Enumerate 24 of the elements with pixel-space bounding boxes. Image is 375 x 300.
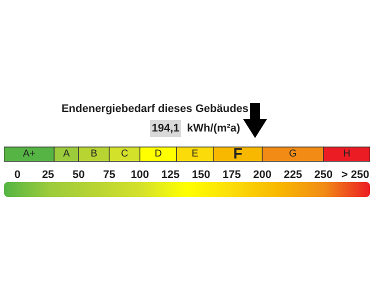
annotation: kWh/(m²a) [187,122,241,134]
annotation: 194,1 [152,122,180,134]
x-tick-label: 175 [222,168,241,181]
x-tick-label: 25 [42,168,54,181]
series-label: G [288,148,297,160]
x-tick-label: 225 [284,168,302,181]
x-tick-label: 250 [314,168,333,181]
series-label: C [120,148,128,160]
x-tick-label: 0 [14,168,21,181]
series-label: A [63,148,70,160]
x-tick-label: 125 [161,168,180,181]
series-label: D [154,148,162,160]
x-tick-label: 100 [130,168,150,181]
x-tick-label: 50 [72,168,85,181]
x-tick-label: 150 [192,168,210,181]
series-label: F [233,146,242,163]
series-label: H [343,148,350,160]
series-label: E [192,148,199,160]
x-tick-label: 75 [103,168,116,181]
series-label: A+ [22,148,36,160]
chart-title: Endenergiebedarf dieses Gebäudes [60,103,250,115]
x-tick-label: 200 [253,168,272,181]
x-tick-label: > 250 [341,168,370,181]
series-label: B [90,148,98,160]
